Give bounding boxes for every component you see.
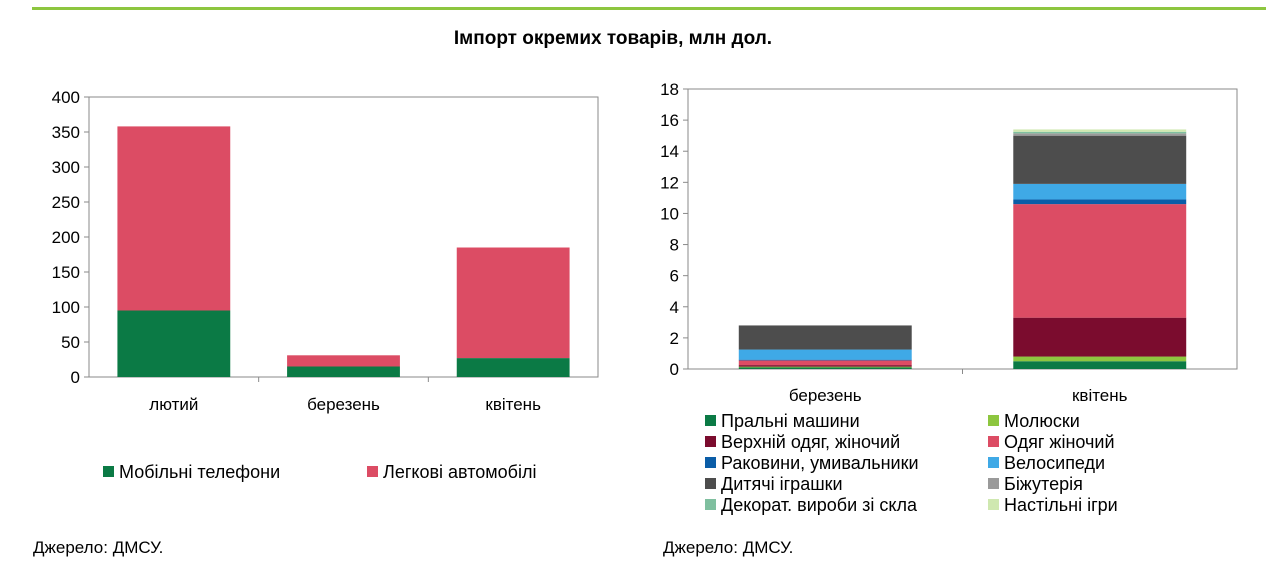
y-tick-label: 250	[52, 193, 80, 212]
bar-segment	[287, 355, 400, 367]
bar-segment	[1013, 356, 1187, 362]
y-tick-label: 100	[52, 298, 80, 317]
source-note-right: Джерело: ДМСУ.	[663, 538, 794, 557]
right-chart: 0 2 4 6 8 10 12 14 16 18 березень квітень Пральні ма…	[660, 80, 1238, 515]
y-tick-label: 2	[670, 329, 679, 348]
legend-swatch	[988, 415, 999, 426]
legend-label: Пральні машини	[721, 411, 860, 431]
legend-swatch	[988, 436, 999, 447]
top-divider	[32, 7, 1266, 10]
bar-segment	[1013, 183, 1187, 200]
bar-segment	[738, 367, 912, 369]
legend-label: Верхній одяг, жіночий	[721, 432, 900, 452]
bar-segment	[738, 359, 912, 361]
bar-segment	[117, 126, 231, 311]
bar-segment	[1013, 361, 1187, 369]
bar-segment	[738, 349, 912, 360]
bar-segment	[1013, 135, 1187, 184]
bar-segment	[1013, 199, 1187, 205]
x-category-label: лютий	[149, 395, 198, 414]
legend-swatch	[705, 499, 716, 510]
bar-segment	[1013, 204, 1187, 318]
source-note-left: Джерело: ДМСУ.	[33, 538, 164, 557]
bar-segment	[456, 358, 570, 377]
page-title: Імпорт окремих товарів, млн дол.	[453, 28, 773, 49]
x-category-label: березень	[789, 386, 862, 405]
bar-segment	[456, 247, 570, 359]
y-tick-label: 4	[670, 298, 679, 317]
legend-swatch	[367, 466, 378, 477]
legend-label: Мобільні телефони	[119, 462, 280, 482]
y-tick-label: 14	[660, 142, 679, 161]
legend-swatch	[705, 436, 716, 447]
legend-label: Раковини, умивальники	[721, 453, 919, 473]
bar-segment	[738, 365, 912, 367]
legend-label: Настільні ігри	[1004, 495, 1118, 515]
bar-segment	[1013, 129, 1187, 132]
y-tick-label: 18	[660, 80, 679, 99]
y-tick-label: 0	[71, 368, 80, 387]
x-category-label: квітень	[1072, 386, 1128, 405]
y-tick-label: 8	[670, 236, 679, 255]
legend-label: Велосипеди	[1004, 453, 1105, 473]
x-category-label: березень	[307, 395, 380, 414]
bar-segment	[1013, 131, 1187, 134]
legend-label: Одяг жіночий	[1004, 432, 1115, 452]
y-tick-label: 0	[670, 360, 679, 379]
y-tick-label: 12	[660, 173, 679, 192]
legend-label: Біжутерія	[1004, 474, 1083, 494]
y-tick-label: 350	[52, 123, 80, 142]
legend-swatch	[705, 478, 716, 489]
y-tick-label: 50	[61, 333, 80, 352]
bar-segment	[117, 310, 231, 377]
bar-segment	[738, 360, 912, 366]
legend-label: Декорат. вироби зі скла	[721, 495, 918, 515]
bar-segment	[1013, 317, 1187, 357]
legend-swatch	[988, 478, 999, 489]
y-tick-label: 150	[52, 263, 80, 282]
legend-swatch	[988, 499, 999, 510]
legend-label: Легкові автомобілі	[383, 462, 536, 482]
left-chart: 0 50 100 150 200 250 300 350 400 лютий березень кві…	[52, 88, 599, 482]
legend-swatch	[705, 415, 716, 426]
bar-segment	[1013, 133, 1187, 136]
bar-segment	[287, 366, 400, 377]
legend-swatch	[705, 457, 716, 468]
legend-label: Дитячі іграшки	[721, 474, 843, 494]
x-category-label: квітень	[485, 395, 541, 414]
y-tick-label: 400	[52, 88, 80, 107]
y-tick-label: 10	[660, 204, 679, 223]
y-tick-label: 16	[660, 111, 679, 130]
bar-segment	[738, 325, 912, 350]
y-tick-label: 300	[52, 158, 80, 177]
y-tick-label: 200	[52, 228, 80, 247]
legend-swatch	[988, 457, 999, 468]
bar-segment	[738, 366, 912, 368]
y-tick-label: 6	[670, 267, 679, 286]
legend-swatch	[103, 466, 114, 477]
legend-label: Молюски	[1004, 411, 1080, 431]
